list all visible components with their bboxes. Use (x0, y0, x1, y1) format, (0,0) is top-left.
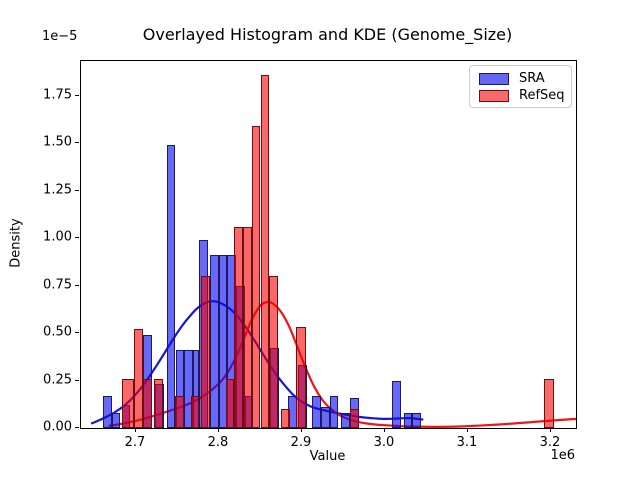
x-tick-mark (218, 428, 219, 432)
legend-swatch-sra (479, 72, 509, 85)
histogram-bar-sra (403, 412, 413, 428)
legend: SRA RefSeq (469, 65, 572, 108)
x-tick-mark (467, 428, 468, 432)
y-tick-mark (75, 332, 79, 334)
x-tick-label: 2.8 (207, 435, 229, 450)
histogram-bar-sra (341, 412, 351, 428)
plot-area: SRA RefSeq (80, 60, 577, 429)
legend-label-sra: SRA (519, 71, 545, 86)
x-tick-label: 3.2 (539, 435, 561, 450)
x-tick-label: 3.1 (456, 435, 478, 450)
histogram-bar-sra (209, 255, 219, 428)
histogram-bar-sra (392, 380, 401, 428)
histogram-bar-refseq (350, 409, 359, 428)
x-tick-label: 3.0 (373, 435, 395, 450)
histogram-bar-sra (102, 395, 112, 428)
y-tick-mark (75, 189, 79, 191)
histogram-bar-refseq (281, 409, 290, 428)
legend-item-refseq: RefSeq (479, 88, 565, 103)
histogram-bar-sra (166, 145, 176, 428)
y-tick-mark (75, 94, 79, 96)
histogram-bar-sra (312, 395, 322, 428)
x-tick-mark (135, 428, 136, 432)
histogram-bar-sra (321, 407, 330, 428)
y-tick-label: 1.00 (43, 229, 72, 245)
histogram-bar-refseq (269, 276, 278, 428)
histogram-bar-refseq (121, 378, 135, 428)
y-tick-label: 1.50 (43, 134, 72, 150)
y-tick-mark (75, 379, 79, 381)
chart-title: Overlayed Histogram and KDE (Genome_Size… (142, 25, 513, 44)
histogram-bar-refseq (225, 378, 235, 428)
legend-item-sra: SRA (479, 71, 563, 86)
y-tick-label: 0.75 (43, 277, 72, 293)
x-tick-label: 2.7 (124, 435, 146, 450)
x-tick-label: 2.9 (290, 435, 312, 450)
histogram-bar-refseq (190, 395, 200, 428)
x-tick-mark (301, 428, 302, 432)
y-axis-offset-label: 1e−5 (42, 29, 78, 44)
x-axis-offset-label: 1e6 (550, 448, 575, 463)
histogram-bar-refseq (134, 329, 144, 428)
legend-swatch-refseq (479, 89, 509, 102)
y-tick-mark (75, 142, 79, 144)
y-tick-label: 0.25 (43, 372, 72, 387)
histogram-bar-refseq (260, 74, 270, 428)
histogram-bar-sra (184, 350, 193, 428)
histogram-bar-refseq (154, 378, 163, 428)
histogram-bar-sra (218, 255, 228, 428)
x-tick-mark (550, 428, 551, 432)
histogram-bar-sra (112, 412, 121, 428)
x-tick-mark (384, 428, 385, 432)
y-tick-label: 1.25 (43, 182, 72, 198)
y-tick-label: 0.50 (43, 324, 72, 340)
histogram-bar-refseq (143, 378, 152, 428)
histogram-bar-sra (329, 395, 339, 428)
y-tick-mark (75, 237, 79, 239)
y-tick-mark (75, 284, 79, 286)
y-tick-label: 1.75 (43, 87, 72, 103)
histogram-bar-refseq (243, 226, 252, 428)
kde-overlay (90, 300, 576, 428)
x-axis-label: Value (309, 449, 346, 464)
y-tick-label: 0.00 (43, 419, 72, 435)
histogram-bar-refseq (296, 327, 306, 428)
histogram-bar-refseq (201, 276, 210, 428)
y-tick-mark (75, 427, 79, 428)
y-axis-label: Density (8, 218, 24, 268)
histogram-bar-refseq (175, 395, 184, 428)
histogram-bar-refseq (251, 126, 261, 428)
histogram-bar-refseq (544, 378, 554, 428)
histogram-bar-refseq (234, 226, 244, 428)
legend-label-refseq: RefSeq (519, 88, 565, 103)
histogram-bar-sra (412, 412, 422, 428)
